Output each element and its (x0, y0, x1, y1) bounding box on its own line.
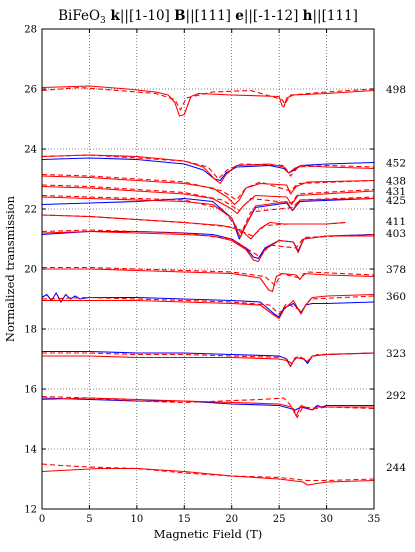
title-text: BiFeO3 k||[1-10] B||[111] e||[-1-12] h||… (58, 8, 358, 26)
series-line-498-dashed (41, 86, 375, 111)
series-line-292-solid (41, 397, 374, 417)
frequency-label: 452 (386, 158, 406, 170)
x-tick-label: 20 (225, 514, 238, 525)
series-line-452-solid (41, 154, 375, 185)
series-line-403-solid (41, 230, 374, 263)
series-line-425-solid (41, 196, 375, 239)
series-line-292-blue (41, 397, 374, 411)
axis-ticks: 0 5 10 15 20 25 30 35 12 14 16 18 20 22 24 26 28 (24, 25, 380, 526)
y-tick-label: 18 (24, 325, 37, 336)
series-line-411-dashed (41, 214, 346, 237)
x-axis-label: Magnetic Field (T) (154, 527, 262, 541)
series-line-323-solid (42, 352, 375, 368)
frequency-label: 292 (386, 390, 406, 402)
y-tick-label: 12 (24, 505, 37, 516)
y-tick-label: 28 (24, 25, 37, 36)
frequency-label: 378 (386, 264, 406, 276)
x-tick-label: 35 (368, 514, 381, 525)
x-tick-label: 15 (178, 514, 191, 525)
series-line-403-dashed (41, 229, 375, 258)
series-line-452-dashed (41, 154, 375, 180)
series-line-438-solid (41, 175, 375, 206)
series-line-360-dashed (41, 295, 375, 315)
y-tick-label: 14 (24, 445, 37, 456)
series-line-438-dashed (41, 173, 375, 201)
y-tick-label: 20 (24, 265, 37, 276)
x-tick-label: 30 (320, 514, 333, 525)
y-axis-label: Normalized transmission (3, 195, 17, 342)
x-tick-label: 5 (86, 514, 92, 525)
frequency-label: 360 (386, 291, 406, 303)
series-line-431-solid (41, 185, 375, 215)
series-line-244-dashed (41, 463, 375, 482)
frequency-label: 403 (386, 228, 406, 240)
title-part: BiFeO (58, 8, 100, 24)
title-part: ||[-1-12] (244, 8, 303, 24)
title-part: ||[111] (186, 8, 236, 24)
series-line-378-dashed (42, 266, 375, 287)
series-line-323-dashed (42, 352, 375, 365)
frequency-label: 411 (386, 216, 406, 228)
title-part: 3 (100, 16, 106, 26)
frequency-label: 425 (386, 195, 406, 207)
title-part: ||[1-10] (120, 8, 174, 24)
frequency-label: 498 (386, 84, 406, 96)
series-line-323-blue (42, 350, 375, 368)
x-tick-label: 25 (273, 514, 286, 525)
y-tick-label: 16 (24, 385, 37, 396)
y-tick-label: 22 (24, 205, 37, 216)
frequency-label: 244 (386, 462, 406, 474)
y-tick-label: 26 (24, 85, 37, 96)
x-tick-label: 0 (39, 514, 45, 525)
series-line-244-solid (41, 467, 375, 486)
series-line-425-blue (41, 197, 375, 240)
plot-area (41, 85, 375, 486)
grid (42, 29, 374, 509)
y-tick-label: 24 (24, 145, 37, 156)
title-part: B (174, 8, 185, 24)
series-line-292-dashed (41, 395, 375, 419)
title-part: h (303, 8, 313, 24)
title-part: e (235, 8, 244, 24)
title-part: k (106, 8, 121, 24)
chart-title: BiFeO3 k||[1-10] B||[111] e||[-1-12] h||… (58, 8, 358, 26)
series-line-498-solid (41, 85, 375, 117)
frequency-label: 438 (386, 176, 406, 188)
title-part: ||[111] (312, 8, 357, 24)
series-line-431-dashed (41, 184, 375, 212)
frequency-label: 431 (386, 186, 406, 198)
frequency-label: 323 (386, 348, 406, 360)
series-line-425-dashed (41, 194, 375, 234)
x-tick-label: 10 (130, 514, 143, 525)
